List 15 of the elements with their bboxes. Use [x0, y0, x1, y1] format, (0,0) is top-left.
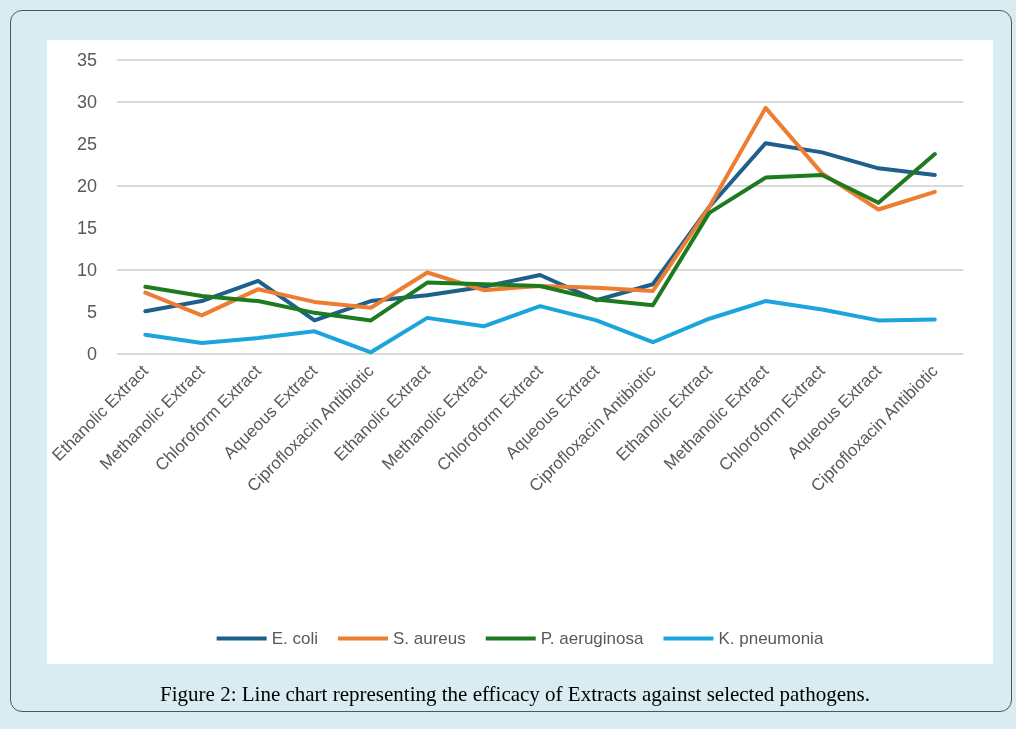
y-tick-label: 5 — [87, 302, 98, 322]
y-tick-label: 25 — [77, 134, 98, 154]
y-tick-label: 15 — [77, 218, 98, 238]
legend-label: P. aeruginosa — [540, 629, 644, 648]
y-tick-label: 0 — [87, 344, 98, 364]
legend-label: S. aureus — [392, 629, 466, 648]
legend-label: E. coli — [271, 629, 318, 648]
y-tick-label: 30 — [77, 92, 98, 112]
line-series — [143, 105, 937, 318]
y-tick-label: 35 — [77, 50, 98, 70]
y-tick-label: 10 — [77, 260, 98, 280]
line-series — [143, 299, 937, 355]
caption: Figure 2: Line chart representing the efficacy of Extracts against selected pathogens. — [159, 682, 871, 707]
legend-label: K. pneumonia — [718, 629, 824, 648]
y-tick-label: 20 — [77, 176, 98, 196]
